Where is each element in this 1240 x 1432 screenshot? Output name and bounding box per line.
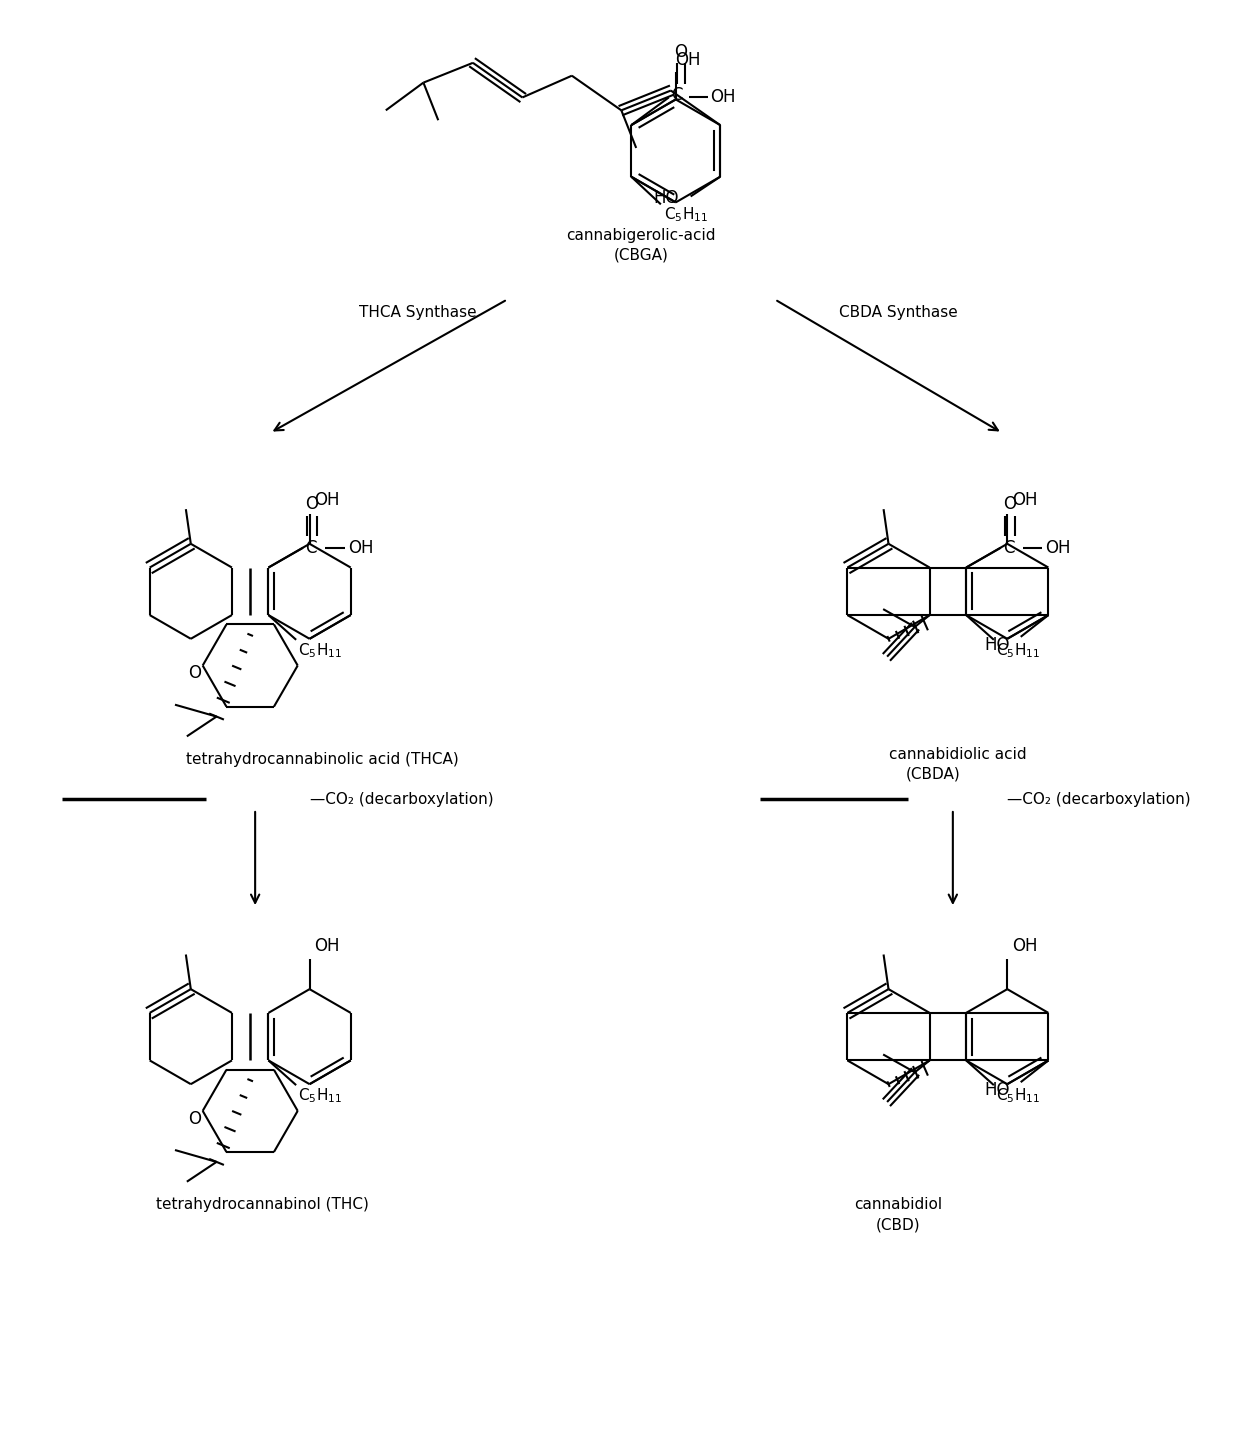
Text: THCA Synthase: THCA Synthase <box>360 305 476 319</box>
Text: tetrahydrocannabinol (THC): tetrahydrocannabinol (THC) <box>156 1197 370 1213</box>
Text: OH: OH <box>315 491 340 510</box>
Text: O: O <box>305 495 319 513</box>
Text: OH: OH <box>1012 491 1038 510</box>
Text: OH: OH <box>347 538 373 557</box>
Text: cannabidiol: cannabidiol <box>854 1197 942 1213</box>
Text: C$_5$H$_{11}$: C$_5$H$_{11}$ <box>996 642 1039 660</box>
Text: C: C <box>671 86 682 105</box>
Text: cannabidiolic acid: cannabidiolic acid <box>889 748 1027 762</box>
Text: O: O <box>188 1110 201 1128</box>
Text: OH: OH <box>315 937 340 955</box>
Text: —CO₂ (decarboxylation): —CO₂ (decarboxylation) <box>310 792 494 806</box>
Text: HO: HO <box>985 636 1009 654</box>
Text: C$_5$H$_{11}$: C$_5$H$_{11}$ <box>996 1087 1039 1106</box>
Text: (CBD): (CBD) <box>877 1217 921 1232</box>
Text: cannabigerolic-acid: cannabigerolic-acid <box>567 228 715 242</box>
Text: C: C <box>305 538 316 557</box>
Text: (CBGA): (CBGA) <box>614 248 668 262</box>
Text: HO: HO <box>985 1081 1009 1100</box>
Text: OH: OH <box>1012 937 1038 955</box>
Text: tetrahydrocannabinolic acid (THCA): tetrahydrocannabinolic acid (THCA) <box>186 752 459 768</box>
Text: C$_5$H$_{11}$: C$_5$H$_{11}$ <box>298 1087 342 1106</box>
Text: HO: HO <box>653 189 678 208</box>
Text: O: O <box>1003 495 1017 513</box>
Text: OH: OH <box>675 52 701 69</box>
Text: C: C <box>1003 538 1014 557</box>
Text: OH: OH <box>711 89 737 106</box>
Text: OH: OH <box>1045 538 1071 557</box>
Text: C$_5$H$_{11}$: C$_5$H$_{11}$ <box>663 205 708 223</box>
Text: O: O <box>675 43 687 62</box>
Text: C$_5$H$_{11}$: C$_5$H$_{11}$ <box>298 642 342 660</box>
Text: (CBDA): (CBDA) <box>905 768 961 782</box>
Text: —CO₂ (decarboxylation): —CO₂ (decarboxylation) <box>1007 792 1190 806</box>
Text: O: O <box>188 664 201 683</box>
Text: CBDA Synthase: CBDA Synthase <box>839 305 957 319</box>
